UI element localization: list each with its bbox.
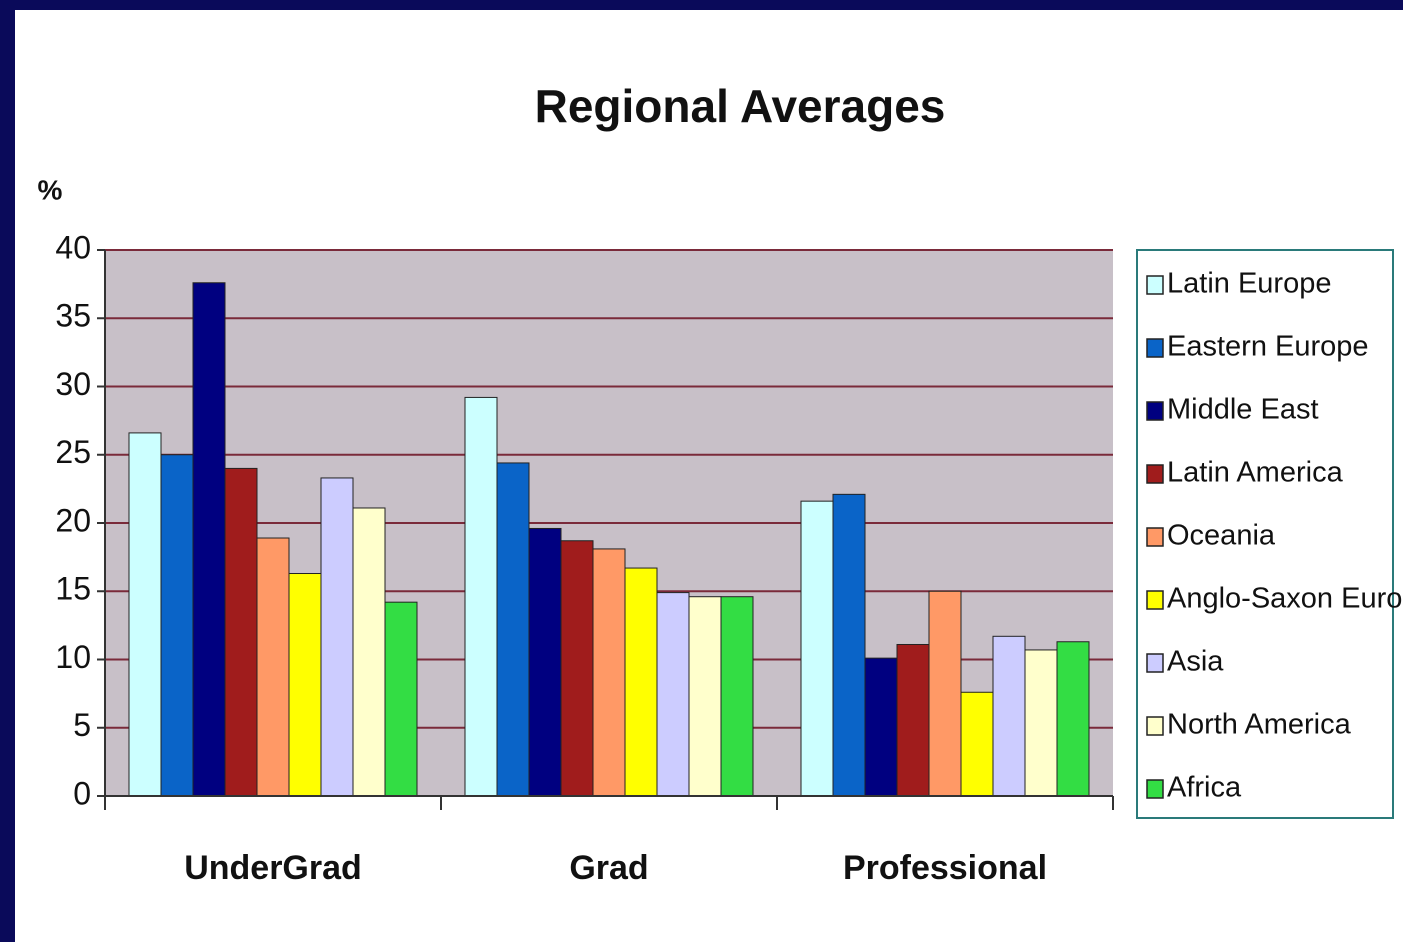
bar [656,592,690,797]
legend-label: North America [1167,709,1352,741]
legend-swatch [1146,716,1164,736]
bar [864,657,898,797]
bar [560,540,594,797]
chart-title: Regional Averages [535,80,946,132]
y-tick-label: 20 [55,502,91,538]
y-tick-label: 15 [55,571,91,607]
bar [320,477,354,797]
legend-swatch [1146,338,1164,358]
bar [256,537,290,797]
bar [992,635,1026,797]
bar [592,548,626,797]
bar [800,500,834,797]
bar [624,567,658,797]
bar [288,573,322,797]
bar [224,467,258,797]
x-tick-label: UnderGrad [184,849,362,887]
y-tick-label: 0 [73,775,91,811]
y-tick-label: 5 [73,707,91,743]
bar [352,507,386,797]
y-tick-label: 40 [55,229,91,265]
legend-swatch [1146,527,1164,547]
bar [720,596,754,797]
legend-swatch [1146,779,1164,799]
bar [832,493,866,797]
bar [464,396,498,797]
x-tick-label: Professional [843,849,1047,887]
bar [896,643,930,797]
legend-swatch [1146,464,1164,484]
legend-label: Eastern Europe [1167,331,1369,363]
legend-box [1136,249,1394,819]
legend-swatch [1146,275,1164,295]
legend-label: Latin America [1167,457,1344,489]
bar [960,691,994,797]
bar [1024,649,1058,797]
bar [160,454,194,797]
legend-swatch [1146,401,1164,421]
y-tick-label: 35 [55,298,91,334]
bar [496,462,530,797]
legend-label: Asia [1167,646,1224,678]
x-tick-label: Grad [569,849,648,887]
y-axis-label: % [38,174,63,205]
legend-swatch [1146,653,1164,673]
legend-label: Africa [1167,772,1242,804]
bar [128,432,162,797]
bar [528,527,562,797]
legend-label: Latin Europe [1167,268,1331,300]
bar [384,601,418,797]
bar [1056,641,1090,797]
bar [928,590,962,797]
legend-label: Anglo-Saxon Europe [1167,583,1403,615]
legend-label: Middle East [1167,394,1319,426]
bar [192,282,226,797]
y-tick-label: 30 [55,366,91,402]
bar [688,596,722,797]
legend-swatch [1146,590,1164,610]
y-tick-label: 25 [55,434,91,470]
y-tick-label: 10 [55,639,91,675]
legend-label: Oceania [1167,520,1276,552]
